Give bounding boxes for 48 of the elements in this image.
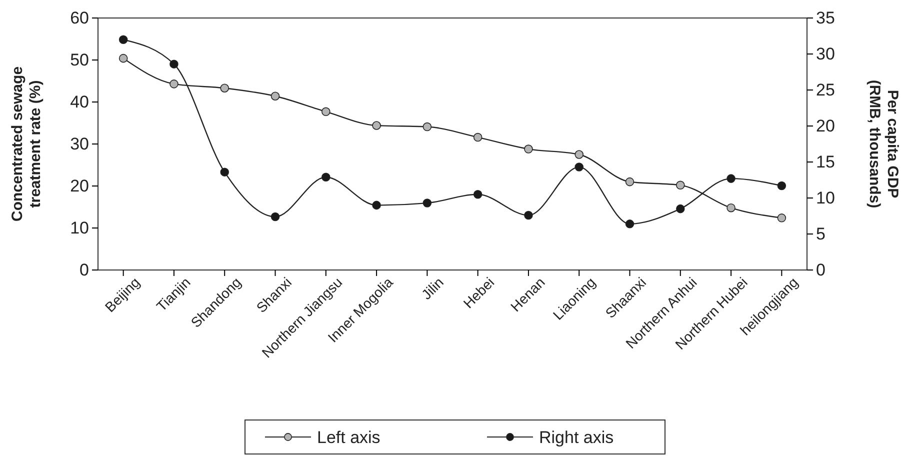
y2-tick-label: 0 (816, 260, 826, 280)
point (220, 84, 229, 93)
y2-tick-label: 25 (816, 80, 835, 100)
point (118, 35, 128, 44)
y2-tick-label: 10 (816, 188, 835, 208)
point (322, 107, 330, 116)
y2-axis-title: Per capita GDP (RMB, thousands) (866, 80, 901, 208)
point (777, 181, 786, 190)
y2-tick-label: 5 (816, 224, 826, 244)
point (270, 92, 280, 100)
point (422, 198, 432, 208)
point (270, 212, 280, 222)
y2-tick-label: 20 (816, 116, 835, 136)
point (625, 177, 634, 186)
point (473, 190, 482, 199)
y-tick-label: 10 (70, 218, 89, 238)
y2-tick-label: 35 (816, 8, 835, 28)
y-axis-title: Concentrated sewage treatment rate (%) (9, 66, 44, 222)
y2-tick-label: 30 (816, 44, 835, 64)
point (118, 54, 128, 63)
point (372, 200, 381, 210)
point (322, 172, 330, 182)
y-tick-label: 0 (80, 260, 89, 280)
point (574, 150, 584, 159)
point (676, 180, 685, 190)
point (524, 210, 533, 220)
y-tick-label: 40 (70, 92, 89, 112)
y-tick-label: 20 (70, 176, 89, 196)
legend-label: Right axis (539, 428, 614, 447)
y-tick-label: 50 (70, 50, 89, 70)
point (524, 144, 533, 154)
point (220, 168, 229, 176)
point (726, 174, 736, 183)
point (726, 203, 736, 212)
x-tick-label: Jilin (418, 274, 447, 302)
point (372, 121, 381, 130)
legend-label: Left axis (317, 428, 380, 447)
point (625, 220, 634, 228)
point (676, 204, 685, 214)
point (777, 214, 786, 222)
point (170, 80, 178, 88)
point (422, 122, 432, 132)
point (170, 60, 178, 68)
point (574, 162, 584, 172)
y-tick-label: 60 (70, 8, 89, 28)
y-tick-label: 30 (70, 134, 89, 154)
point (473, 132, 482, 142)
y2-tick-label: 15 (816, 152, 835, 172)
